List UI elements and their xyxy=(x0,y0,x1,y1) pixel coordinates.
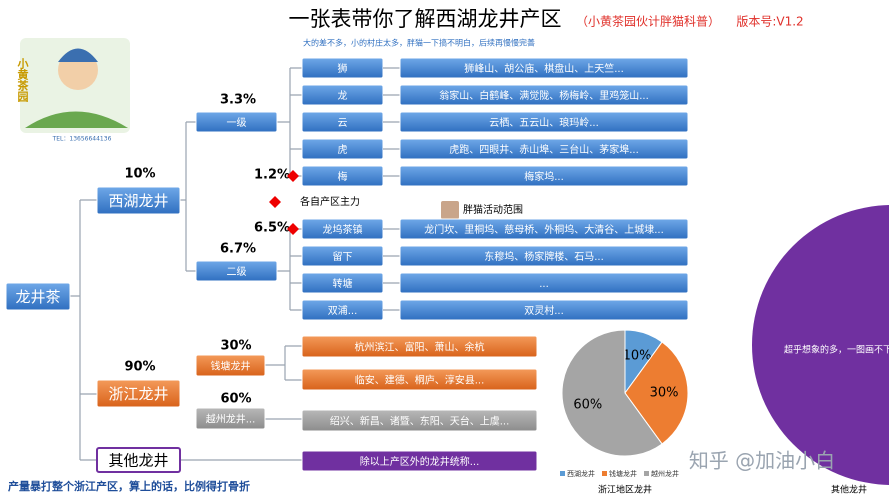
pie-label: 10% xyxy=(623,348,652,363)
pct: 3.3% xyxy=(220,93,256,108)
pct: 90% xyxy=(124,360,155,375)
subtitle: （小黄茶园伙计胖猫科普） xyxy=(576,14,720,29)
area-box-label: 虎跑、四眼井、赤山埠、三台山、茅家埠... xyxy=(449,143,639,156)
region-box-label: 狮 xyxy=(338,62,348,75)
area-box-label: 云栖、五云山、琅玛岭... xyxy=(489,116,599,129)
logo-name: 小黄茶园 xyxy=(16,57,30,103)
zhejiang-area-box xyxy=(301,368,538,391)
big-circle-label: 其他龙井 xyxy=(831,484,867,496)
activity-note: 胖猫活动范围 xyxy=(463,203,523,216)
area-box-label: 双灵村... xyxy=(524,304,564,317)
zhejiang-area-box-label: 绍兴、新昌、诸暨、东阳、天台、上虞... xyxy=(330,415,510,428)
branch-box xyxy=(96,186,181,215)
area-box-label: ... xyxy=(539,279,549,290)
branch-box xyxy=(96,379,181,408)
avatar xyxy=(441,201,459,219)
big-circle-text: 超乎想象的多，一图画不下 xyxy=(784,344,889,356)
legend-swatch xyxy=(644,471,649,476)
big-circle xyxy=(752,205,889,485)
pct: 30% xyxy=(220,339,251,354)
pie-title: 浙江地区龙井 xyxy=(598,484,652,496)
row-pct: 1.2% xyxy=(254,168,290,183)
main-area-note: 各自产区主力 xyxy=(300,195,360,208)
area-box xyxy=(399,245,689,267)
pct: 6.7% xyxy=(220,242,256,257)
legend-swatch xyxy=(602,471,607,476)
region-box-label: 梅 xyxy=(338,170,348,183)
zhejiang-area-box-label: 临安、建德、桐庐、淳安县... xyxy=(355,374,485,387)
zhejiang-area-box xyxy=(301,409,538,432)
root-box-label: 龙井茶 xyxy=(15,288,60,306)
pie-slice xyxy=(561,329,663,457)
row-pct: 6.5% xyxy=(254,221,290,236)
group-box xyxy=(195,260,278,282)
watermark: 知乎 @加油小白 xyxy=(689,449,835,473)
area-box xyxy=(399,218,689,240)
region-box-label: 双浦... xyxy=(328,304,358,317)
footer: 产量暴打整个浙江产区，算上的话，比例得打骨折 xyxy=(8,479,250,493)
region-box-label: 云 xyxy=(338,118,348,129)
area-box-label: 翁家山、白鹤峰、满觉陇、杨梅岭、里鸡笼山... xyxy=(439,89,649,102)
pie-slice xyxy=(624,341,689,445)
branch-box-label: 其他龙井 xyxy=(108,452,168,470)
group-box-label: 越州龙井... xyxy=(206,413,256,426)
region-box-label: 转塘 xyxy=(333,277,353,290)
pct: 10% xyxy=(124,167,155,182)
other-area-box-label: 除以上产区外的龙井统称... xyxy=(360,455,480,468)
region-box-label: 虎 xyxy=(338,144,348,156)
group-box xyxy=(195,407,266,430)
region-box-label: 龙 xyxy=(338,89,348,102)
area-box xyxy=(399,138,689,160)
group-box xyxy=(195,111,278,133)
group-box-label: 一级 xyxy=(227,117,247,129)
root-box xyxy=(5,282,71,311)
area-box-label: 梅家坞... xyxy=(524,170,564,183)
legend-label: 西湖龙井 xyxy=(567,469,595,478)
region-box-label: 留下 xyxy=(333,250,353,263)
area-box xyxy=(399,57,689,79)
pie-label: 30% xyxy=(650,386,679,401)
zhejiang-area-box-label: 杭州滨江、富阳、萧山、余杭 xyxy=(355,341,485,354)
note: 大的差不多，小的村庄太多，胖猫一下搞不明白，后续再慢慢完善 xyxy=(303,38,535,48)
group-box xyxy=(195,354,266,377)
branch-box-label: 浙江龙井 xyxy=(108,385,168,403)
region-box-label: 龙坞茶镇 xyxy=(323,223,363,236)
pct: 60% xyxy=(220,392,251,407)
group-box-label: 二级 xyxy=(227,266,247,278)
logo: 小黄茶园 TEL：13656644136 xyxy=(16,38,130,143)
area-box xyxy=(399,299,689,321)
main-area-diamond xyxy=(287,223,299,235)
area-box-label: 东穆坞、杨家牌楼、石马... xyxy=(484,250,604,263)
legend-label: 钱塘龙井 xyxy=(609,469,637,478)
area-box-label: 龙门坎、里桐坞、慈母桥、外桐坞、大清谷、上城埭... xyxy=(424,223,664,236)
legend-label: 越州龙井 xyxy=(651,469,679,478)
legend-swatch xyxy=(560,471,565,476)
logo-scarf xyxy=(58,48,98,62)
group-box-label: 钱塘龙井 xyxy=(211,360,251,373)
area-box xyxy=(399,84,689,106)
legend-diamond xyxy=(269,196,281,208)
branch-box-label: 西湖龙井 xyxy=(108,192,168,210)
area-box xyxy=(399,272,689,294)
logo-hill xyxy=(25,111,128,128)
connectors xyxy=(70,67,302,461)
logo-tel: TEL：13656644136 xyxy=(52,136,112,143)
pie-label: 60% xyxy=(573,398,602,413)
area-box-label: 狮峰山、胡公庙、棋盘山、上天竺... xyxy=(464,62,624,75)
branch-box xyxy=(96,447,181,473)
title: 一张表带你了解西湖龙井产区 xyxy=(289,7,562,31)
zhejiang-area-box xyxy=(301,335,538,358)
area-box xyxy=(399,165,689,187)
area-box xyxy=(399,111,689,133)
version: 版本号:V1.2 xyxy=(736,15,803,29)
other-area-box xyxy=(301,450,538,472)
main-area-diamond xyxy=(287,170,299,182)
